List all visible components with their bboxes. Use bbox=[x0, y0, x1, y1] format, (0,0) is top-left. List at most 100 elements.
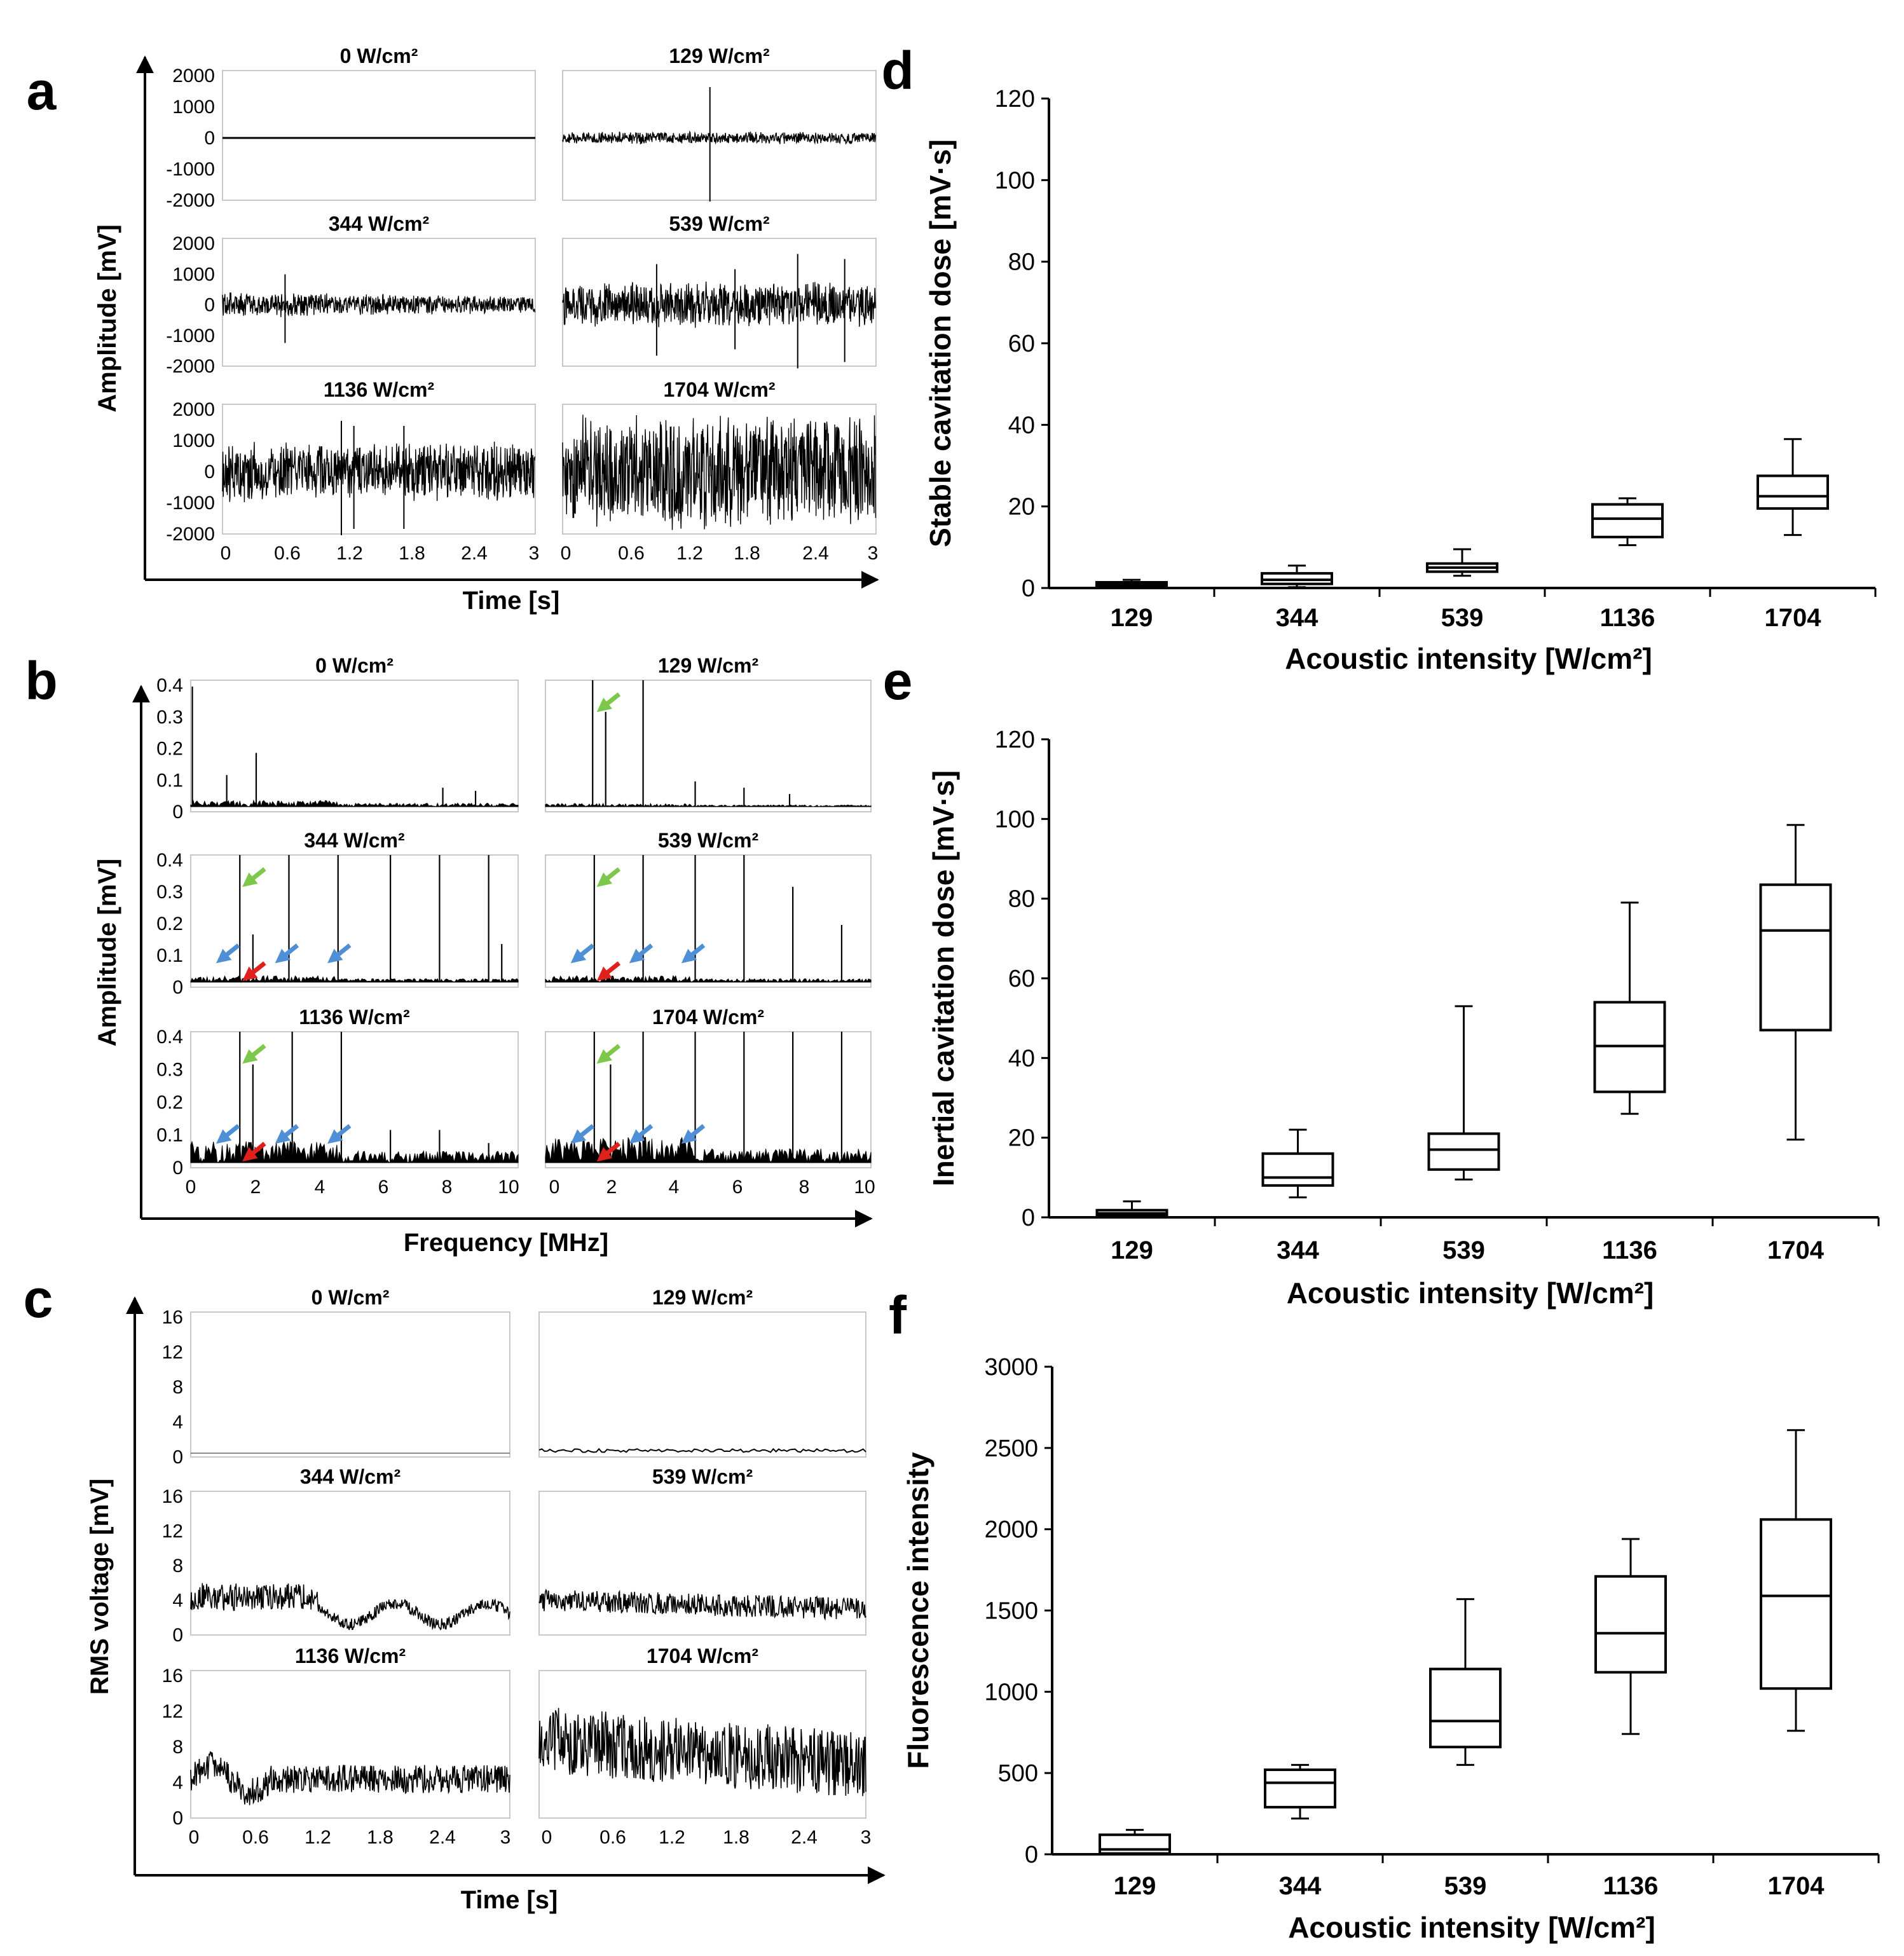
blue-arrow bbox=[216, 1124, 240, 1144]
x-tick-label: 0 bbox=[189, 1827, 200, 1848]
panel-f-label: f bbox=[889, 1285, 907, 1345]
y-tick-label: 0 bbox=[204, 128, 215, 149]
x-tick-label: 6 bbox=[732, 1177, 743, 1198]
x-tick-label: 539 bbox=[1444, 1872, 1487, 1900]
y-axis-title: Fluorescence intensity bbox=[901, 1452, 935, 1769]
y-tick-label: 20 bbox=[1008, 494, 1035, 521]
x-tick-label: 1136 bbox=[1602, 1236, 1657, 1264]
y-tick-label: 0 bbox=[1022, 1205, 1035, 1231]
x-tick-label: 0.6 bbox=[599, 1827, 626, 1848]
x-tick-label: 0.6 bbox=[618, 543, 645, 564]
x-tick-label: 344 bbox=[1276, 604, 1318, 632]
x-tick-label: 2.4 bbox=[791, 1827, 818, 1848]
subplot-title: 0 W/cm² bbox=[315, 654, 394, 677]
y-tick-label: 1000 bbox=[984, 1679, 1038, 1706]
panel-b-label: b bbox=[25, 651, 57, 711]
x-tick-label: 8 bbox=[442, 1177, 453, 1198]
y-tick-label: 120 bbox=[995, 727, 1035, 753]
x-tick-label: 1.2 bbox=[676, 543, 703, 564]
time-trace bbox=[222, 292, 536, 317]
x-tick-label: 6 bbox=[378, 1177, 389, 1198]
y-tick-label: 16 bbox=[162, 1307, 183, 1328]
x-tick-label: 129 bbox=[1111, 1236, 1153, 1264]
y-tick-label: 0.2 bbox=[156, 913, 183, 934]
x-tick-label: 3 bbox=[861, 1827, 872, 1848]
subplot-title: 0 W/cm² bbox=[340, 44, 418, 67]
subplot-title: 344 W/cm² bbox=[304, 829, 404, 852]
panel-a-subplot: 0 W/cm² 2000 1000 0 -1000 -2000 bbox=[166, 44, 536, 211]
x-tick-label: 2 bbox=[250, 1177, 261, 1198]
subplot-title: 1136 W/cm² bbox=[324, 378, 434, 401]
y-tick-label: 0.2 bbox=[156, 739, 183, 760]
panel-c-x-label: Time [s] bbox=[461, 1886, 558, 1914]
y-tick-label: 0 bbox=[204, 295, 215, 316]
y-tick-label: 100 bbox=[995, 806, 1035, 833]
x-tick-label: 2.4 bbox=[461, 543, 488, 564]
box-1704 bbox=[1759, 824, 1832, 1141]
iqr-box bbox=[1261, 1152, 1334, 1187]
box-344 bbox=[1261, 564, 1333, 589]
y-tick-label: 12 bbox=[162, 1701, 183, 1722]
time-trace bbox=[562, 130, 877, 145]
x-tick-label: 1.8 bbox=[367, 1827, 394, 1848]
y-tick-label: 0.4 bbox=[156, 675, 183, 696]
panel-e: e 0 20 40 60 80 100 120 129 344 539 1136 1704 Acousti… bbox=[883, 651, 1880, 1310]
subplot-frame bbox=[190, 854, 519, 988]
time-trace bbox=[562, 281, 877, 328]
y-tick-label: 8 bbox=[172, 1556, 183, 1576]
blue-arrow bbox=[681, 1124, 706, 1144]
y-tick-label: 0.4 bbox=[156, 1027, 183, 1048]
x-tick-label: 1704 bbox=[1767, 1236, 1825, 1264]
panel-b-subplot: 0 W/cm² 0.4 0.3 0.2 0.1 0 bbox=[156, 654, 519, 823]
blue-arrow bbox=[275, 1124, 299, 1144]
x-tick-label: 3 bbox=[529, 543, 540, 564]
y-tick-label: 0.3 bbox=[156, 707, 183, 728]
blue-arrow bbox=[681, 943, 706, 964]
panel-a-subplot: 129 W/cm² bbox=[562, 44, 877, 202]
panel-a-subplot: 344 W/cm² 2000 1000 0 -1000 -2000 bbox=[166, 212, 536, 377]
y-tick-label: 2000 bbox=[172, 233, 215, 254]
red-arrow bbox=[596, 1142, 621, 1162]
y-tick-label: 4 bbox=[172, 1412, 183, 1433]
subplot-title: 0 W/cm² bbox=[312, 1286, 390, 1309]
box-344 bbox=[1264, 1763, 1336, 1820]
y-tick-label: 40 bbox=[1008, 412, 1035, 439]
box-1136 bbox=[1594, 1538, 1667, 1735]
x-tick-label: 344 bbox=[1279, 1872, 1322, 1900]
red-arrow bbox=[242, 1142, 266, 1162]
spectrum-noise-floor bbox=[190, 799, 519, 808]
x-axis-title: Acoustic intensity [W/cm²] bbox=[1287, 1276, 1654, 1310]
panel-b-subplot: 1136 W/cm² 0.4 0.3 0.2 0.1 00 2 4 6 8 10 bbox=[156, 1006, 519, 1198]
y-tick-label: 12 bbox=[162, 1521, 183, 1542]
panel-f: f 0 500 1000 1500 2000 2500 3000 129 344 539 1136 17… bbox=[889, 1285, 1880, 1944]
blue-arrow bbox=[275, 943, 299, 964]
box-129 bbox=[1095, 578, 1168, 588]
green-arrow bbox=[596, 1044, 621, 1064]
blue-arrow bbox=[570, 1124, 595, 1144]
iqr-box bbox=[1427, 1132, 1500, 1171]
x-tick-label: 10 bbox=[854, 1177, 875, 1198]
x-tick-label: 129 bbox=[1111, 604, 1153, 632]
spectrum-noise-floor bbox=[545, 975, 872, 983]
x-tick-label: 3 bbox=[868, 543, 879, 564]
y-tick-label: 0.1 bbox=[156, 770, 183, 791]
y-tick-label: -1000 bbox=[166, 493, 215, 514]
x-tick-label: 2.4 bbox=[429, 1827, 456, 1848]
y-tick-label: 2000 bbox=[172, 65, 215, 86]
panel-c-y-label: RMS voltage [mV] bbox=[86, 1479, 114, 1695]
x-tick-label: 0 bbox=[561, 543, 572, 564]
x-tick-label: 0.6 bbox=[242, 1827, 269, 1848]
x-tick-label: 539 bbox=[1442, 1236, 1485, 1264]
green-arrow bbox=[242, 1044, 266, 1064]
panel-d: d 0 20 40 60 80 100 120 129 344 539 1136 1704 Acousti… bbox=[881, 41, 1877, 675]
box-1136 bbox=[1593, 901, 1666, 1115]
x-tick-label: 2 bbox=[606, 1177, 617, 1198]
x-tick-label: 1.8 bbox=[723, 1827, 750, 1848]
x-tick-label: 1.2 bbox=[305, 1827, 331, 1848]
subplot-title: 1704 W/cm² bbox=[647, 1645, 758, 1667]
panel-c-subplot: 1136 W/cm² 16 12 8 4 00 0.6 1.2 1.8 2.4 3 bbox=[162, 1645, 511, 1848]
x-axis-title: Acoustic intensity [W/cm²] bbox=[1285, 642, 1652, 675]
panel-b-subplot: 129 W/cm² bbox=[545, 654, 872, 812]
